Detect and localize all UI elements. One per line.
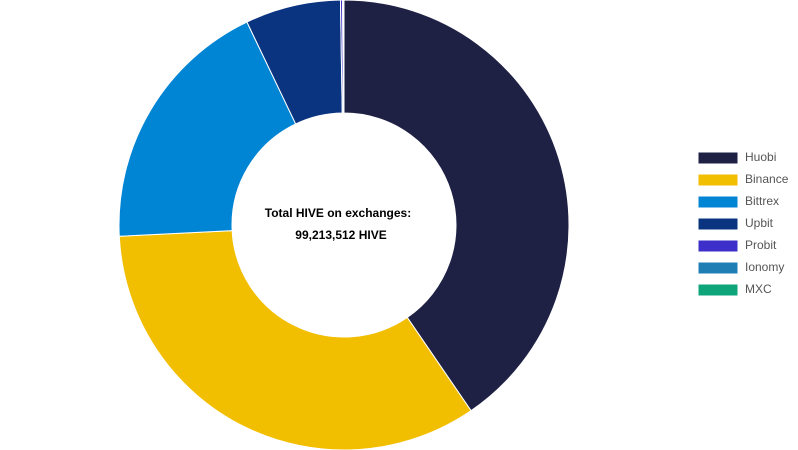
donut-segment <box>343 0 570 412</box>
legend-label: Huobi <box>745 150 776 164</box>
legend-swatch <box>697 217 739 231</box>
legend-label: Probit <box>745 238 777 252</box>
legend-swatch <box>697 239 739 253</box>
legend-label: MXC <box>745 282 772 296</box>
legend-label: Binance <box>745 172 789 186</box>
legend-label: Ionomy <box>745 260 784 274</box>
center-title: Total HIVE on exchanges: <box>265 206 411 220</box>
legend-label: Upbit <box>745 216 774 230</box>
donut-segment <box>118 230 472 450</box>
donut-segment <box>342 0 345 114</box>
legend-swatch <box>697 261 739 275</box>
legend-label: Bittrex <box>745 194 779 208</box>
legend-swatch <box>697 283 739 297</box>
legend-swatch <box>697 195 739 209</box>
legend-swatch <box>697 151 739 165</box>
center-value: 99,213,512 HIVE <box>295 228 386 242</box>
donut-segment <box>118 21 297 237</box>
legend-swatch <box>697 173 739 187</box>
